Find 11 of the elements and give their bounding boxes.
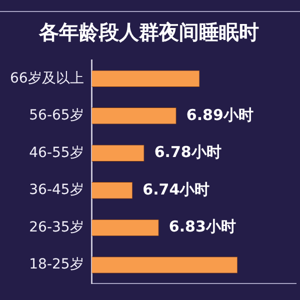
data-label: 6.78小时 bbox=[154, 143, 222, 162]
chart-title: 各年龄段人群夜间睡眠时 bbox=[38, 20, 259, 44]
data-label: 6.89小时 bbox=[186, 106, 254, 124]
y-tick-label: 26-35岁 bbox=[29, 219, 84, 236]
y-tick-label: 18-25岁 bbox=[29, 256, 84, 273]
y-tick-label: 46-55岁 bbox=[29, 144, 84, 161]
y-tick-label: 56-65岁 bbox=[29, 108, 84, 124]
data-label: 6.74小时 bbox=[142, 180, 210, 198]
data-label: 6.83小时 bbox=[168, 218, 236, 236]
y-tick-label: 66岁及以上 bbox=[10, 70, 84, 86]
y-tick-label: 36-45岁 bbox=[29, 182, 84, 198]
